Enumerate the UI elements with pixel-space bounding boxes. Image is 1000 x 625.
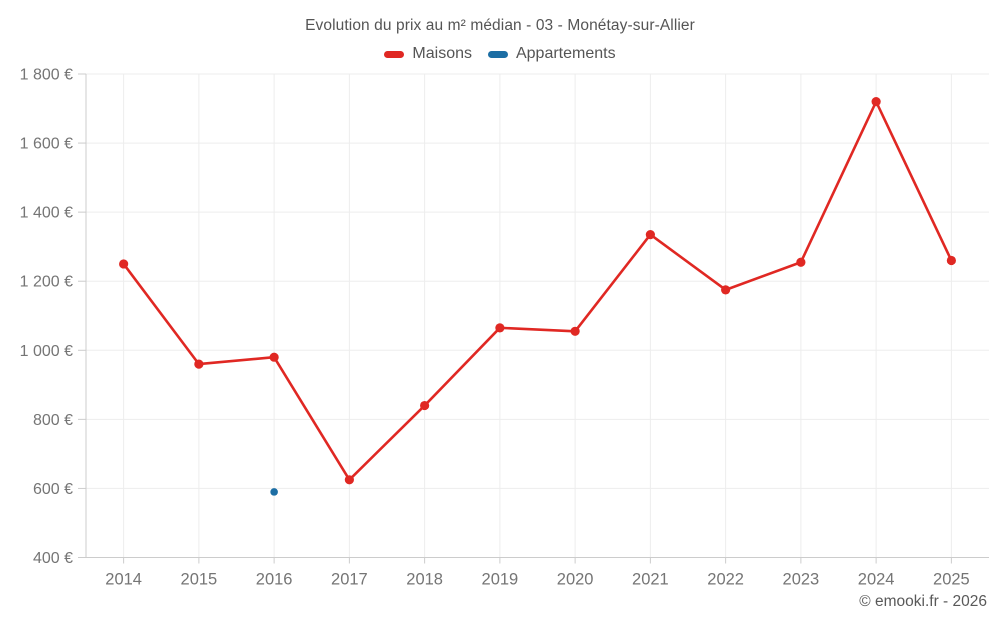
y-tick-label: 600 € — [33, 481, 73, 498]
x-tick-label: 2019 — [482, 571, 519, 589]
maisons-point-2018[interactable] — [420, 400, 430, 411]
x-tick-label: 2025 — [933, 571, 970, 589]
x-tick-label: 2015 — [181, 571, 218, 589]
maisons-legend-swatch-icon — [384, 50, 405, 58]
appartements-point-2016[interactable] — [270, 488, 278, 496]
maisons-point-2021[interactable] — [645, 229, 655, 240]
maisons-point-2024[interactable] — [871, 97, 881, 107]
maisons-point-2025[interactable] — [946, 255, 956, 266]
x-tick-label: 2023 — [783, 571, 820, 589]
maisons-point-2017[interactable] — [344, 475, 354, 485]
x-tick-label: 2014 — [105, 571, 142, 589]
maisons-point-2014[interactable] — [119, 259, 129, 269]
appartements-legend-swatch-icon — [487, 50, 508, 58]
maisons-point-2016[interactable] — [269, 352, 279, 362]
y-tick-label: 1 200 € — [20, 274, 73, 291]
chart-legend: Maisons Appartements — [0, 45, 1000, 63]
y-tick-label: 1 400 € — [20, 205, 73, 222]
legend-label-appartements: Appartements — [515, 45, 616, 62]
y-tick-label: 800 € — [33, 412, 73, 429]
legend-label-maisons: Maisons — [412, 45, 472, 62]
y-tick-label: 1 000 € — [20, 343, 73, 360]
y-tick-label: 400 € — [33, 550, 73, 567]
legend-item-maisons[interactable]: Maisons — [384, 45, 472, 63]
maisons-line — [122, 100, 953, 482]
x-tick-label: 2020 — [557, 571, 594, 589]
maisons-point-2015[interactable] — [194, 359, 204, 369]
x-tick-label: 2021 — [632, 571, 669, 589]
copyright-footer: © emooki.fr - 2026 — [859, 593, 987, 610]
x-tick-label: 2024 — [858, 571, 895, 589]
x-tick-label: 2018 — [406, 571, 443, 589]
x-tick-label: 2022 — [707, 571, 744, 589]
maisons-point-2022[interactable] — [721, 285, 731, 295]
maisons-point-2019[interactable] — [495, 323, 505, 333]
x-tick-label: 2017 — [331, 571, 368, 589]
legend-item-appartements[interactable]: Appartements — [487, 45, 616, 63]
y-tick-label: 1 600 € — [20, 136, 73, 153]
x-tick-label: 2016 — [256, 571, 293, 589]
maisons-point-2023[interactable] — [796, 257, 806, 267]
y-tick-label: 1 800 € — [20, 67, 73, 84]
maisons-point-2020[interactable] — [570, 326, 580, 336]
chart-title: Evolution du prix au m² médian - 03 - Mo… — [305, 17, 695, 34]
